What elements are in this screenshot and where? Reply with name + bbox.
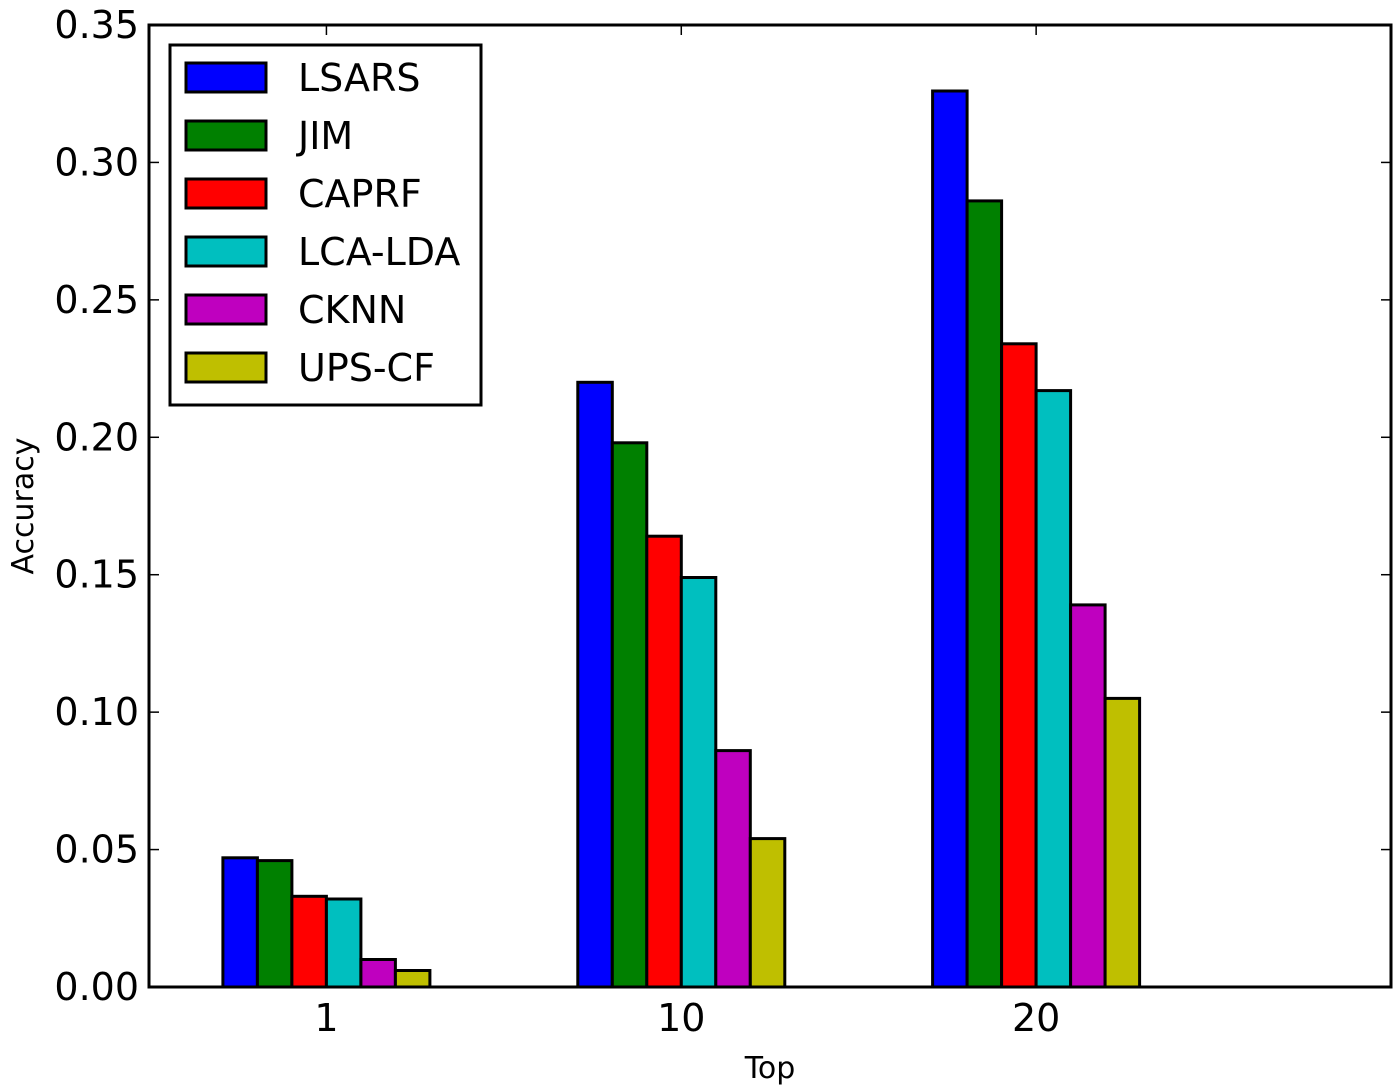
x-tick-label: 20 bbox=[1012, 996, 1060, 1040]
legend-swatch-ups-cf bbox=[184, 351, 268, 384]
x-tick-label: 1 bbox=[314, 996, 338, 1040]
bar-lca-lda-top-1 bbox=[324, 897, 363, 989]
legend-label-jim: JIM bbox=[296, 114, 353, 158]
y-axis-tick-labels: 0.00 0.05 0.10 0.15 0.20 0.25 0.30 0.35 bbox=[54, 3, 139, 1009]
y-tick-label: 0.00 bbox=[54, 965, 139, 1009]
bar-jim-top-1 bbox=[255, 859, 294, 989]
bar-ups-cf-top-10 bbox=[748, 837, 787, 989]
y-axis-title: Accuracy bbox=[6, 438, 41, 575]
legend-swatch-caprf bbox=[184, 177, 268, 210]
bar-lca-lda-top-10 bbox=[679, 576, 718, 989]
bar-ups-cf-top-1 bbox=[393, 969, 432, 989]
bar-jim-top-20 bbox=[965, 199, 1004, 989]
legend-label-ups-cf: UPS-CF bbox=[298, 346, 435, 390]
bar-cknn-top-10 bbox=[714, 749, 752, 989]
axis-ticks bbox=[149, 24, 1391, 988]
bar-lsars-top-20 bbox=[931, 89, 969, 989]
bar-lsars-top-10 bbox=[576, 380, 614, 989]
bar-lca-lda-top-20 bbox=[1034, 389, 1073, 989]
y-tick-label: 0.10 bbox=[54, 690, 139, 734]
x-axis-tick-labels: 1 10 20 bbox=[314, 996, 1060, 1040]
x-axis-title: Top bbox=[744, 1051, 796, 1086]
bar-jim-top-10 bbox=[610, 441, 649, 989]
legend-swatch-lca-lda bbox=[184, 235, 268, 268]
legend-frame bbox=[168, 43, 483, 407]
bar-lsars-top-1 bbox=[221, 856, 259, 989]
plot-area-frame bbox=[147, 23, 1393, 989]
legend: LSARS JIM CAPRF LCA-LDA CKNN UPS-CF bbox=[168, 43, 483, 407]
y-tick-label: 0.20 bbox=[54, 415, 139, 459]
legend-label-cknn: CKNN bbox=[298, 288, 406, 332]
y-tick-label: 0.05 bbox=[54, 828, 139, 872]
bar-cknn-top-1 bbox=[359, 958, 397, 989]
y-tick-label: 0.30 bbox=[54, 140, 139, 184]
legend-swatch-jim bbox=[184, 119, 268, 152]
y-tick-label: 0.35 bbox=[54, 3, 139, 47]
bar-caprf-top-1 bbox=[290, 894, 328, 989]
legend-label-lsars: LSARS bbox=[298, 56, 421, 100]
bar-ups-cf-top-20 bbox=[1103, 696, 1142, 989]
legend-label-lca-lda: LCA-LDA bbox=[298, 230, 460, 274]
y-tick-label: 0.25 bbox=[54, 278, 139, 322]
y-tick-label: 0.15 bbox=[54, 553, 139, 597]
bar-caprf-top-20 bbox=[1000, 342, 1038, 989]
x-tick-label: 10 bbox=[657, 996, 705, 1040]
legend-swatch-lsars bbox=[184, 61, 268, 94]
bars-group bbox=[221, 89, 1142, 989]
bar-cknn-top-20 bbox=[1069, 603, 1107, 989]
legend-label-caprf: CAPRF bbox=[298, 172, 422, 216]
legend-swatch-cknn bbox=[184, 293, 268, 326]
bar-caprf-top-10 bbox=[645, 534, 683, 989]
